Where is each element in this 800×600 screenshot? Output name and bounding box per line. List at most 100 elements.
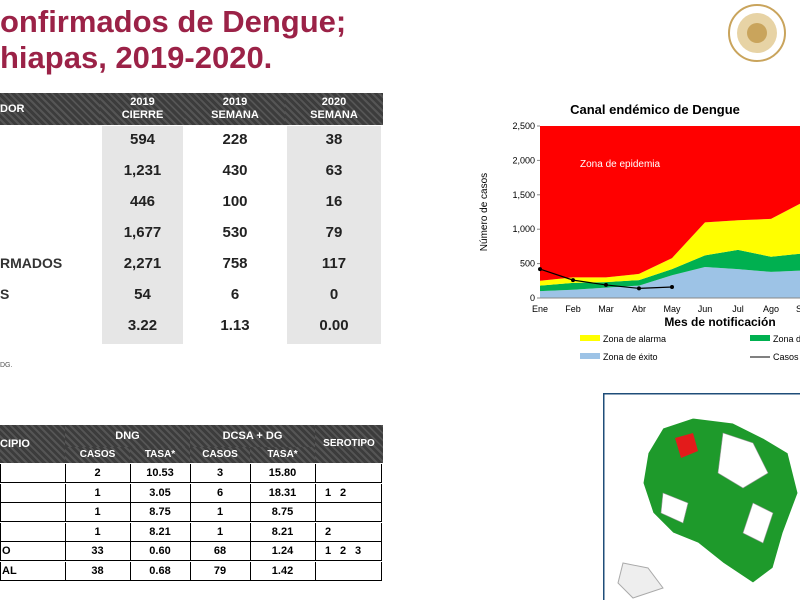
point (571, 278, 575, 283)
row-border (0, 522, 382, 542)
row-label: AL (2, 564, 17, 577)
cell: 1 (94, 506, 101, 518)
cell: 1 (216, 506, 224, 518)
cell: 6 (230, 286, 240, 303)
col-border (315, 561, 316, 581)
y-tick-label: 1,000 (512, 224, 535, 234)
col-border (250, 483, 251, 503)
header-text: 2019 CIERRE (121, 96, 164, 121)
cell: 758 (222, 255, 248, 272)
cell: 8.21 (271, 525, 294, 538)
col-border (315, 483, 316, 503)
x-tick-label: Ago (763, 304, 779, 314)
col-border (315, 464, 316, 483)
area (540, 203, 800, 286)
header-cell: SEROTIPO (315, 425, 383, 463)
cell: 3 (216, 467, 224, 479)
map (603, 393, 800, 600)
x-tick-label: Ene (532, 304, 548, 314)
x-axis-label: Mes de notificación (664, 315, 775, 329)
col-border (190, 464, 191, 483)
cell: 16 (325, 193, 343, 210)
row-border (0, 503, 382, 522)
x-tick-label: Abr (632, 304, 646, 314)
cell: 79 (213, 564, 227, 577)
header-cell: 2019 CIERRE (100, 93, 185, 125)
cell: 594 (129, 131, 156, 148)
cell-bg (102, 126, 183, 344)
col-border (130, 542, 131, 561)
x-tick-label: May (663, 304, 681, 314)
col-border (315, 522, 316, 542)
serotipo: 2 (325, 525, 332, 538)
row-border (0, 561, 382, 581)
x-tick-label: Jul (732, 304, 744, 314)
cell: 228 (222, 131, 248, 148)
cell: 79 (325, 224, 343, 241)
legend-label: Zona de éxito (603, 352, 658, 362)
header-text: DOR (0, 103, 25, 115)
header-cell: DOR (0, 93, 100, 125)
col-border (130, 483, 131, 503)
row-border (0, 464, 382, 483)
cell: 2,271 (123, 255, 162, 272)
x-tick-label: Mar (598, 304, 614, 314)
cell: 1,231 (123, 162, 162, 179)
cell: 446 (129, 193, 156, 210)
cell: 1 (216, 525, 224, 538)
cell: 68 (213, 545, 227, 557)
col-border (190, 522, 191, 542)
col-border (190, 483, 191, 503)
y-tick-label: 2,500 (512, 121, 535, 131)
serotipo: 3 (355, 545, 362, 557)
cell: 8.21 (149, 525, 171, 538)
col-border (65, 522, 66, 542)
serotipo: 2 (340, 486, 347, 499)
cell: 3.22 (127, 317, 158, 334)
col-border (250, 561, 251, 581)
cell: 1,677 (123, 224, 162, 241)
header-cell: TASA* (250, 447, 315, 463)
title: onfirmados de Dengue; (0, 4, 347, 39)
y-tick-label: 2,000 (512, 155, 535, 165)
col-border (65, 503, 66, 522)
cell: 2 (94, 467, 101, 479)
col-border (315, 503, 316, 522)
legend-label: Zona de alarma (603, 334, 666, 344)
seal (728, 4, 786, 62)
x-tick-label: Sep (796, 304, 800, 314)
col-border (65, 483, 66, 503)
cell: 54 (134, 286, 151, 303)
header-cell: CASOS (65, 447, 130, 463)
cell: 1.13 (220, 317, 250, 334)
y-axis-label: Número de casos (479, 173, 490, 251)
legend-swatch (580, 335, 600, 341)
cell: 8.75 (271, 506, 294, 518)
row-label: RMADOS (0, 255, 63, 271)
row-border (0, 542, 382, 561)
row-label: O (2, 545, 11, 557)
serotipo: 2 (340, 545, 347, 557)
cell: 10.53 (146, 467, 174, 479)
col-border (190, 503, 191, 522)
x-tick-label: Feb (565, 304, 581, 314)
col-border (130, 503, 131, 522)
point (637, 286, 641, 291)
cell-bg (287, 126, 381, 344)
point (538, 267, 542, 272)
header-cell: TASA* (130, 447, 190, 463)
col-border (250, 542, 251, 561)
legend-swatch (750, 335, 770, 341)
row-label: S (0, 286, 10, 302)
header-text: 2019 SEMANA (211, 96, 259, 121)
header-cell: CASOS (190, 447, 250, 463)
cell: 430 (222, 162, 248, 179)
cell: 0.60 (149, 545, 171, 557)
cell: 63 (325, 162, 343, 179)
cell: 0.00 (319, 317, 349, 334)
area (540, 249, 800, 292)
legend-label: Zona de (773, 334, 800, 344)
col-border (65, 542, 66, 561)
cell: 0 (329, 286, 339, 303)
